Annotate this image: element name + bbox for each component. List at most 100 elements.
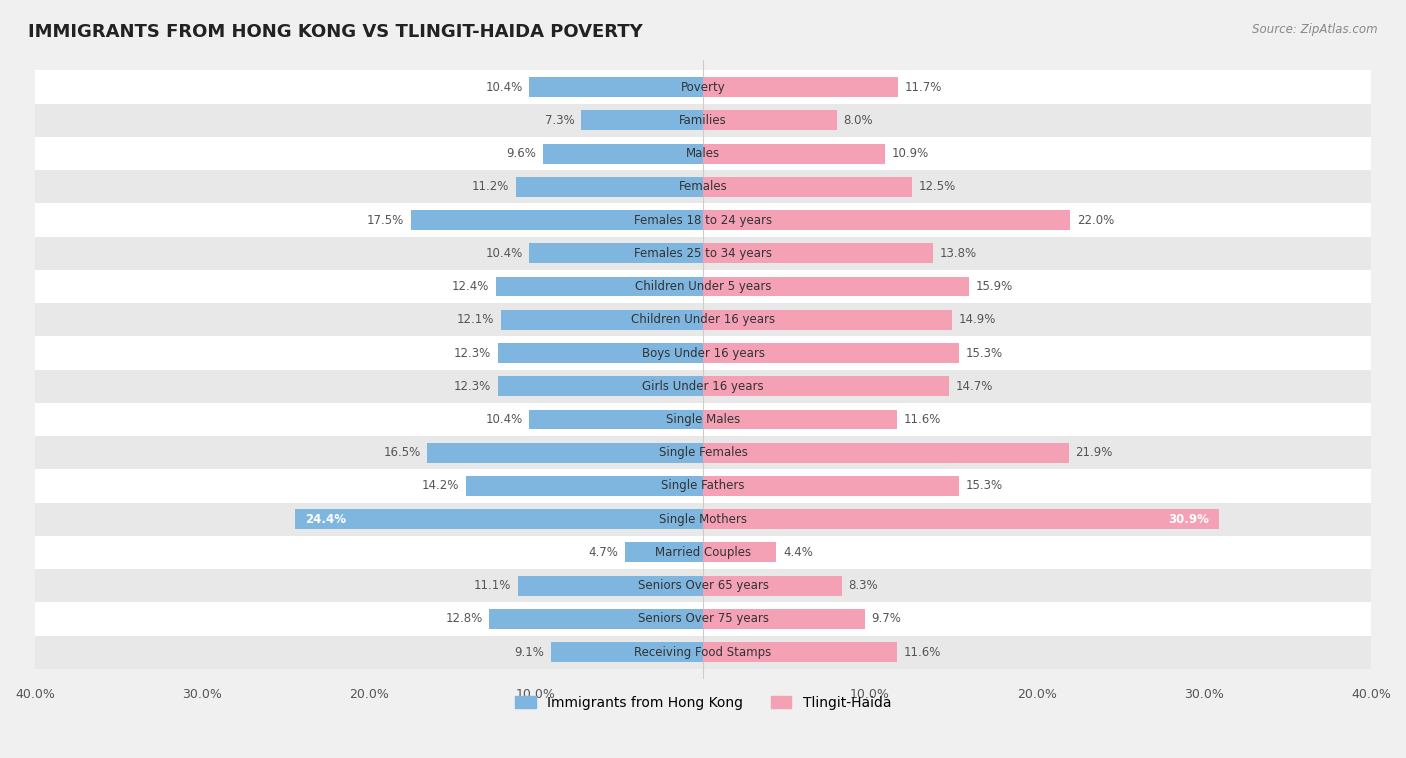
Bar xyxy=(703,143,884,164)
Bar xyxy=(517,576,703,596)
Bar xyxy=(295,509,703,529)
Bar xyxy=(35,337,1371,370)
Bar xyxy=(35,203,1371,236)
Text: 4.4%: 4.4% xyxy=(783,546,813,559)
Bar xyxy=(703,343,959,363)
Text: Seniors Over 75 years: Seniors Over 75 years xyxy=(637,612,769,625)
Bar xyxy=(703,409,897,430)
Text: 15.3%: 15.3% xyxy=(965,480,1002,493)
Bar xyxy=(501,310,703,330)
Text: 16.5%: 16.5% xyxy=(384,446,420,459)
Text: 11.2%: 11.2% xyxy=(472,180,509,193)
Bar xyxy=(703,77,898,97)
Bar xyxy=(498,343,703,363)
Bar xyxy=(35,303,1371,337)
Bar xyxy=(703,111,837,130)
Text: 14.7%: 14.7% xyxy=(955,380,993,393)
Text: Single Females: Single Females xyxy=(658,446,748,459)
Bar xyxy=(489,609,703,629)
Bar xyxy=(35,70,1371,104)
Text: 10.4%: 10.4% xyxy=(485,413,523,426)
Text: 9.6%: 9.6% xyxy=(506,147,536,160)
Text: Children Under 16 years: Children Under 16 years xyxy=(631,313,775,326)
Bar xyxy=(703,576,842,596)
Text: Poverty: Poverty xyxy=(681,80,725,93)
Text: 21.9%: 21.9% xyxy=(1076,446,1112,459)
Text: Females: Females xyxy=(679,180,727,193)
Text: 10.9%: 10.9% xyxy=(891,147,929,160)
Bar xyxy=(703,509,1219,529)
Text: Females 25 to 34 years: Females 25 to 34 years xyxy=(634,247,772,260)
Text: 12.1%: 12.1% xyxy=(457,313,495,326)
Text: 14.2%: 14.2% xyxy=(422,480,460,493)
Bar xyxy=(35,171,1371,203)
Text: Families: Families xyxy=(679,114,727,127)
Bar xyxy=(465,476,703,496)
Bar xyxy=(496,277,703,296)
Text: 12.3%: 12.3% xyxy=(454,380,491,393)
Bar xyxy=(35,137,1371,171)
Bar xyxy=(703,177,911,197)
Text: 15.9%: 15.9% xyxy=(976,280,1012,293)
Text: Source: ZipAtlas.com: Source: ZipAtlas.com xyxy=(1253,23,1378,36)
Text: 14.9%: 14.9% xyxy=(959,313,995,326)
Text: 11.1%: 11.1% xyxy=(474,579,510,592)
Bar xyxy=(703,277,969,296)
Bar xyxy=(516,177,703,197)
Bar xyxy=(551,642,703,662)
Bar xyxy=(498,376,703,396)
Text: 11.6%: 11.6% xyxy=(904,646,941,659)
Text: 12.8%: 12.8% xyxy=(446,612,482,625)
Bar xyxy=(427,443,703,462)
Text: Girls Under 16 years: Girls Under 16 years xyxy=(643,380,763,393)
Bar xyxy=(35,569,1371,603)
Text: 9.7%: 9.7% xyxy=(872,612,901,625)
Text: 13.8%: 13.8% xyxy=(941,247,977,260)
Bar xyxy=(703,543,776,562)
Text: 10.4%: 10.4% xyxy=(485,247,523,260)
Bar xyxy=(703,642,897,662)
Text: 11.6%: 11.6% xyxy=(904,413,941,426)
Text: 24.4%: 24.4% xyxy=(305,512,346,526)
Bar xyxy=(529,77,703,97)
Bar xyxy=(703,609,865,629)
Bar xyxy=(529,243,703,263)
Bar xyxy=(35,402,1371,436)
Text: 15.3%: 15.3% xyxy=(965,346,1002,359)
Text: 8.3%: 8.3% xyxy=(848,579,877,592)
Text: Seniors Over 65 years: Seniors Over 65 years xyxy=(637,579,769,592)
Text: Single Males: Single Males xyxy=(666,413,740,426)
Text: 10.4%: 10.4% xyxy=(485,80,523,93)
Bar xyxy=(35,536,1371,569)
Bar xyxy=(703,310,952,330)
Text: 12.4%: 12.4% xyxy=(451,280,489,293)
Bar xyxy=(703,476,959,496)
Text: 4.7%: 4.7% xyxy=(588,546,617,559)
Bar xyxy=(703,376,949,396)
Text: 7.3%: 7.3% xyxy=(544,114,575,127)
Text: Married Couples: Married Couples xyxy=(655,546,751,559)
Bar xyxy=(35,503,1371,536)
Bar xyxy=(703,443,1069,462)
Bar xyxy=(35,603,1371,635)
Text: 30.9%: 30.9% xyxy=(1168,512,1209,526)
Bar xyxy=(35,635,1371,669)
Text: Males: Males xyxy=(686,147,720,160)
Bar xyxy=(624,543,703,562)
Bar xyxy=(35,436,1371,469)
Bar xyxy=(529,409,703,430)
Text: 11.7%: 11.7% xyxy=(905,80,942,93)
Bar xyxy=(411,210,703,230)
Text: Boys Under 16 years: Boys Under 16 years xyxy=(641,346,765,359)
Text: 17.5%: 17.5% xyxy=(367,214,404,227)
Text: 8.0%: 8.0% xyxy=(844,114,873,127)
Text: Receiving Food Stamps: Receiving Food Stamps xyxy=(634,646,772,659)
Bar xyxy=(35,469,1371,503)
Text: 9.1%: 9.1% xyxy=(515,646,544,659)
Bar xyxy=(35,236,1371,270)
Bar xyxy=(703,243,934,263)
Text: Children Under 5 years: Children Under 5 years xyxy=(634,280,772,293)
Bar xyxy=(35,270,1371,303)
Bar xyxy=(543,143,703,164)
Text: 22.0%: 22.0% xyxy=(1077,214,1115,227)
